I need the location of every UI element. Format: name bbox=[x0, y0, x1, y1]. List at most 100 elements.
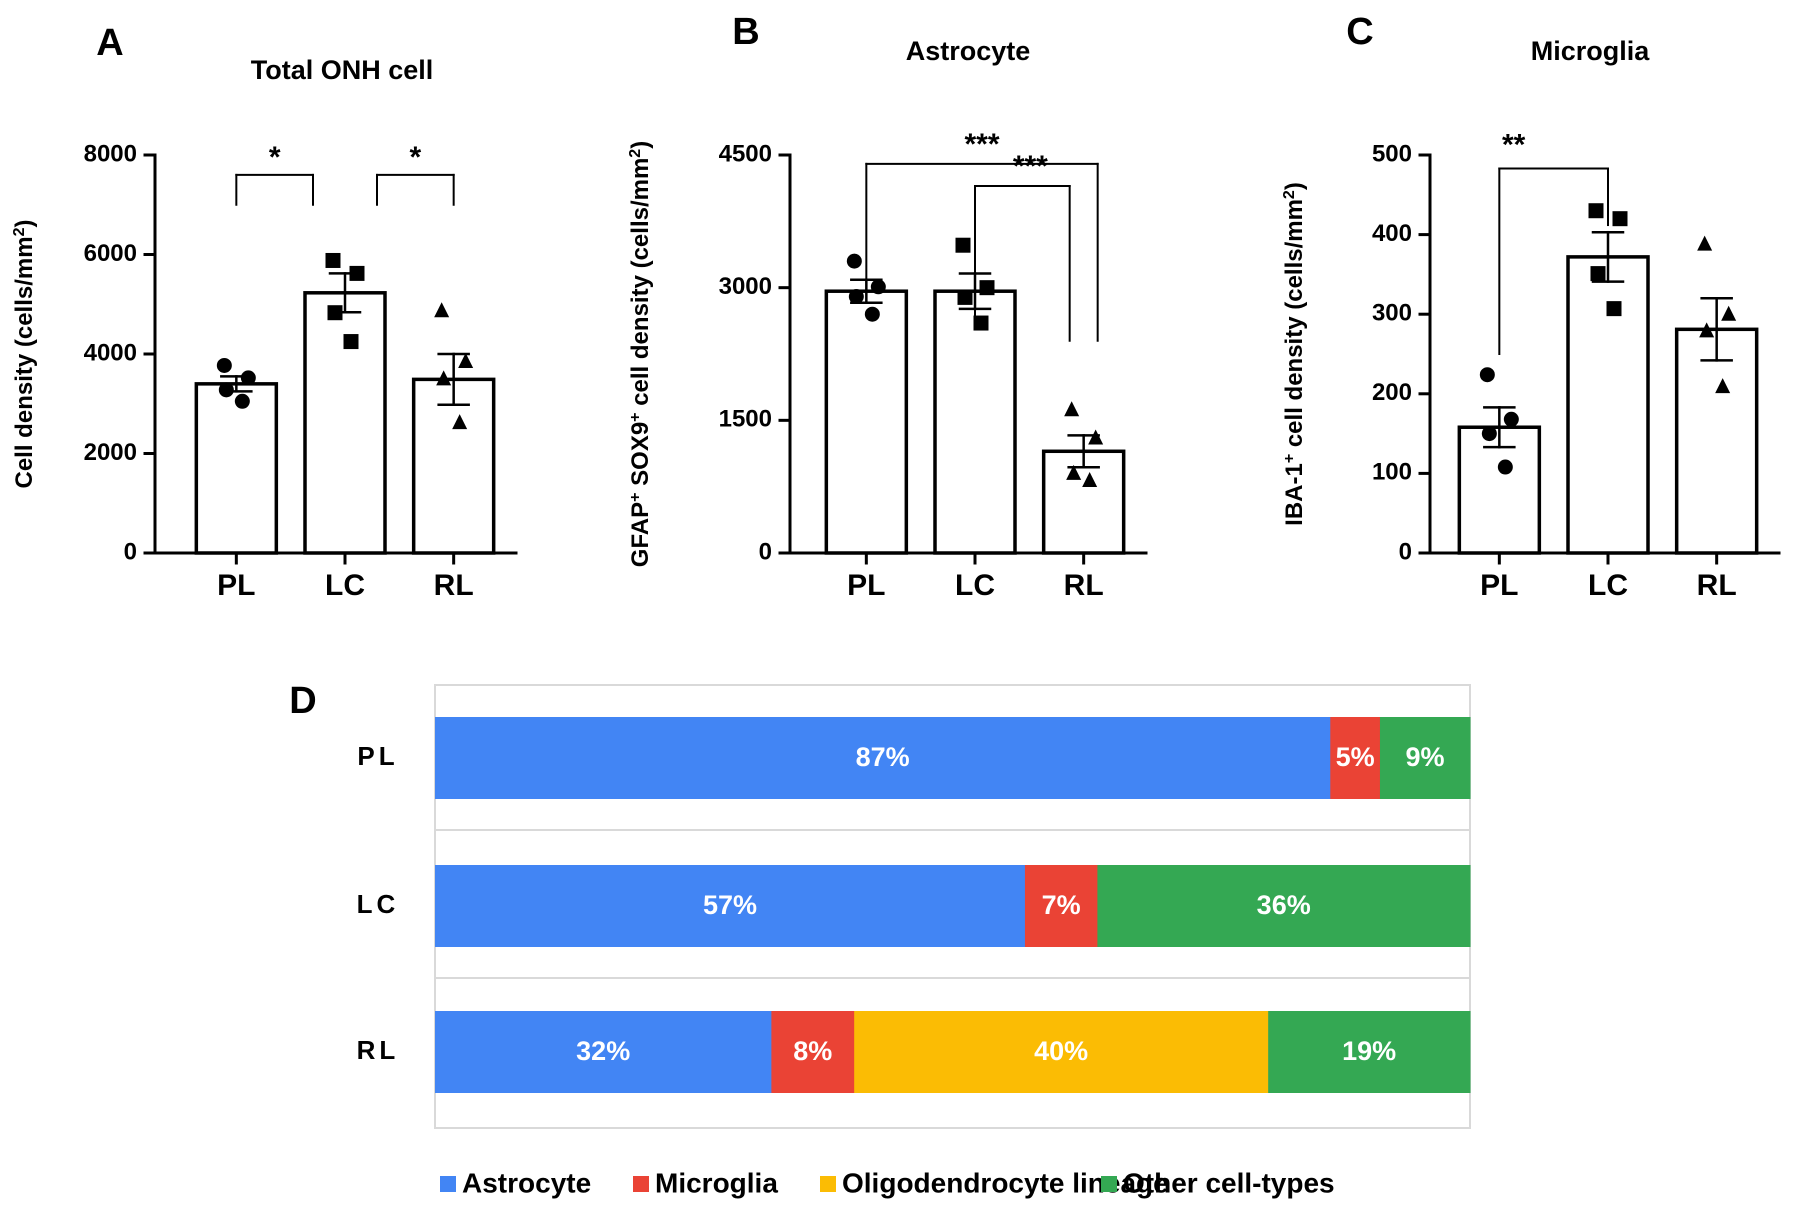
data-point bbox=[1064, 401, 1080, 417]
row-label-rl: RL bbox=[357, 1035, 400, 1065]
data-point bbox=[218, 382, 234, 398]
legend-label-other: Other cell-types bbox=[1123, 1167, 1335, 1198]
data-point bbox=[240, 370, 256, 386]
data-point bbox=[1699, 322, 1715, 338]
bar-rl bbox=[1674, 327, 1759, 555]
y-axis-label-part: ) bbox=[11, 220, 38, 228]
chart-title: Total ONH cell bbox=[251, 55, 434, 85]
data-point bbox=[216, 357, 232, 373]
data-point bbox=[1082, 471, 1098, 487]
significance-label: *** bbox=[1013, 150, 1048, 183]
segment-label: 5% bbox=[1336, 742, 1375, 772]
y-axis-label-part: IBA-1 bbox=[1281, 463, 1308, 526]
data-point bbox=[973, 315, 989, 331]
segment-rl-astrocyte bbox=[435, 1011, 772, 1093]
y-axis-label: GFAP+ SOX9+ cell density (cells/mm2) bbox=[627, 141, 655, 567]
segment-lc-astrocyte bbox=[435, 865, 1026, 947]
bar-lc bbox=[303, 291, 387, 555]
y-tick-label: 2000 bbox=[84, 439, 137, 466]
y-axis-label-part: ) bbox=[1281, 182, 1308, 190]
data-point bbox=[955, 237, 971, 253]
data-point bbox=[846, 253, 862, 269]
segment-rl-other bbox=[1268, 1011, 1471, 1093]
segment-label: 8% bbox=[793, 1036, 832, 1066]
significance-label: * bbox=[409, 141, 421, 174]
panel-label: C bbox=[1346, 11, 1373, 53]
y-axis-label-superscript: + bbox=[627, 412, 644, 421]
y-axis-label-part: cell density (cells/mm bbox=[1281, 199, 1308, 454]
segment-label: 57% bbox=[703, 890, 757, 920]
data-point bbox=[349, 265, 365, 281]
y-axis-label: IBA-1+ cell density (cells/mm2) bbox=[1281, 182, 1309, 526]
y-tick-label: 0 bbox=[124, 538, 137, 565]
data-point bbox=[436, 370, 452, 386]
segment-label: 9% bbox=[1405, 742, 1444, 772]
y-axis-label-superscript: 2 bbox=[627, 149, 644, 158]
y-axis-label-superscript: 2 bbox=[11, 227, 28, 236]
legend-swatch-other bbox=[1101, 1176, 1117, 1192]
segment-label: 19% bbox=[1342, 1036, 1396, 1066]
y-axis-label-part: GFAP bbox=[627, 502, 654, 567]
data-point bbox=[1590, 266, 1606, 282]
data-point bbox=[434, 302, 450, 318]
x-tick-label-lc: LC bbox=[955, 569, 995, 602]
data-point bbox=[1497, 459, 1513, 475]
segment-pl-astrocyte bbox=[435, 717, 1331, 799]
data-point bbox=[1503, 411, 1519, 427]
data-point bbox=[870, 279, 886, 295]
y-tick-label: 300 bbox=[1372, 300, 1412, 327]
data-point bbox=[458, 352, 474, 368]
segment-rl-microglia bbox=[771, 1011, 855, 1093]
x-tick-label-pl: PL bbox=[847, 569, 885, 602]
y-axis-label: Cell density (cells/mm2) bbox=[11, 220, 39, 489]
bar-pl bbox=[194, 382, 279, 555]
y-axis-label-superscript: + bbox=[627, 493, 644, 502]
x-tick-label-lc: LC bbox=[1588, 569, 1628, 602]
segment-lc-other bbox=[1097, 865, 1471, 947]
panel-label: A bbox=[96, 22, 123, 64]
significance-label: ** bbox=[1502, 129, 1526, 162]
y-tick-label: 200 bbox=[1372, 379, 1412, 406]
data-point bbox=[234, 393, 250, 409]
y-axis-label-superscript: 2 bbox=[1281, 190, 1298, 199]
y-tick-label: 500 bbox=[1372, 140, 1412, 167]
legend-swatch-astrocyte bbox=[440, 1176, 456, 1192]
chart-title: Astrocyte bbox=[906, 36, 1031, 66]
legend-label-astrocyte: Astrocyte bbox=[462, 1167, 591, 1198]
legend-swatch-oligodendrocyte bbox=[820, 1176, 836, 1192]
y-axis-label-superscript: + bbox=[1281, 454, 1298, 463]
data-point bbox=[848, 289, 864, 305]
significance-label: * bbox=[269, 141, 281, 174]
row-label-pl: PL bbox=[357, 741, 398, 771]
segment-label: 7% bbox=[1042, 890, 1081, 920]
segment-label: 87% bbox=[856, 742, 910, 772]
y-axis-label-part: ) bbox=[627, 141, 654, 149]
y-tick-label: 6000 bbox=[84, 240, 137, 267]
data-point bbox=[864, 306, 880, 322]
data-point bbox=[1715, 378, 1731, 394]
y-tick-label: 4500 bbox=[719, 140, 772, 167]
data-point bbox=[325, 252, 341, 268]
data-point bbox=[979, 280, 995, 296]
x-tick-label-rl: RL bbox=[1697, 569, 1737, 602]
x-tick-label-rl: RL bbox=[1064, 569, 1104, 602]
data-point bbox=[1721, 305, 1737, 321]
data-point bbox=[452, 414, 468, 430]
segment-rl-oligodendrocyte bbox=[854, 1011, 1269, 1093]
y-tick-label: 100 bbox=[1372, 459, 1412, 486]
legend-label-oligodendrocyte: Oligodendrocyte lineage bbox=[842, 1167, 1169, 1198]
segment-pl-microglia bbox=[1330, 717, 1381, 799]
panel-label: D bbox=[289, 680, 316, 722]
data-point bbox=[1606, 301, 1622, 317]
legend-swatch-microglia bbox=[633, 1176, 649, 1192]
data-point bbox=[343, 334, 359, 350]
y-tick-label: 4000 bbox=[84, 339, 137, 366]
y-tick-label: 400 bbox=[1372, 220, 1412, 247]
data-point bbox=[1088, 429, 1104, 445]
legend-label-microglia: Microglia bbox=[655, 1167, 778, 1198]
x-tick-label-rl: RL bbox=[434, 569, 474, 602]
segment-label: 40% bbox=[1034, 1036, 1088, 1066]
